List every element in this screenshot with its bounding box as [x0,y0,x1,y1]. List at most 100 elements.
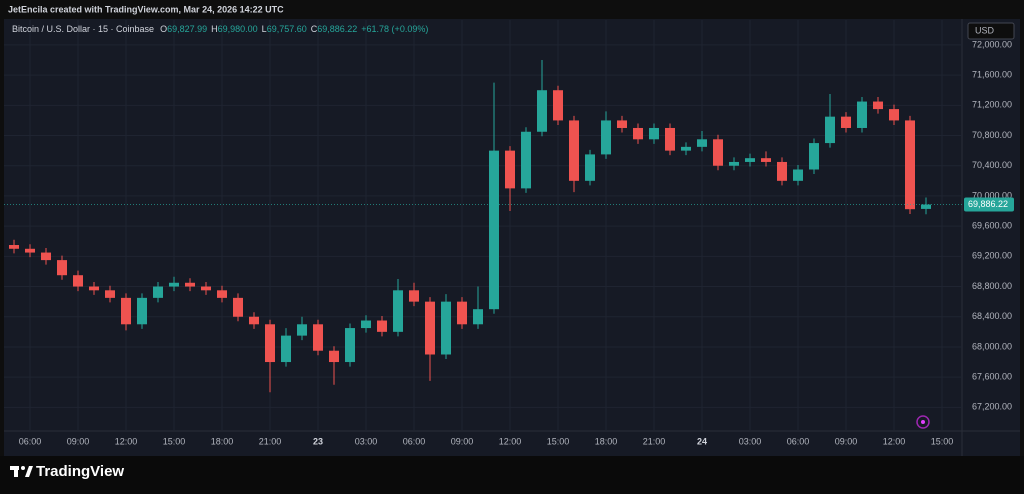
candle-body [601,120,611,155]
candle-body [313,324,323,351]
candle-body [553,90,563,121]
x-tick-label: 03:00 [739,436,762,446]
last-price-tag [964,197,1014,212]
y-tick-label: 68,400.00 [972,311,1012,321]
legend-value: 69,757.60 [267,24,307,34]
candle-body [185,282,195,287]
x-tick-label: 15:00 [547,436,570,446]
candle-body [41,252,51,261]
legend-key: L [262,24,267,34]
candle-body [489,150,499,310]
candle-body [841,116,851,128]
candle-body [265,324,275,363]
candle-body [57,260,67,276]
y-tick-label: 72,000.00 [972,39,1012,49]
y-tick-label: 67,600.00 [972,372,1012,382]
candle-body [905,120,915,210]
candle-body [729,161,739,166]
candle-body [137,297,147,325]
last-price-label: 69,886.22 [968,199,1008,209]
candle-body [697,139,707,147]
y-tick-label: 70,800.00 [972,130,1012,140]
y-tick-label: 68,000.00 [972,341,1012,351]
candle-body [281,335,291,363]
candle-body [857,101,867,128]
candle-body [569,120,579,181]
currency[interactable]: USD [975,25,995,35]
candle-body [345,328,355,363]
y-tick-label: 71,200.00 [972,100,1012,110]
ai-icon[interactable] [916,415,930,429]
candle-body [665,127,675,151]
y-tick-label: 71,600.00 [972,69,1012,79]
x-tick-label: 03:00 [355,436,378,446]
y-tick-label: 68,800.00 [972,281,1012,291]
candle-body [649,127,659,140]
candle-body [633,127,643,140]
x-tick-label: 06:00 [787,436,810,446]
candle-body [761,158,771,162]
x-tick-label: 23 [313,436,323,446]
candle-body [809,143,819,170]
header: JetEncila created with TradingView.com, … [8,4,284,14]
brand-logo-icon [10,466,33,477]
legend-value: 69,980.00 [218,24,258,34]
candles [9,60,931,393]
candle-body [297,324,307,336]
legend-change: +61.78 (+0.09%) [361,24,428,34]
y-tick-label: 70,400.00 [972,160,1012,170]
candle-body [889,109,899,121]
x-tick-label: 09:00 [451,436,474,446]
x-tick-label: 12:00 [883,436,906,446]
candle-body [89,286,99,291]
x-tick-label: 06:00 [19,436,42,446]
candle-body [105,290,115,298]
candle-body [921,204,931,209]
candle-body [217,290,227,298]
legend-value: 69,886.22 [317,24,357,34]
x-tick-label: 12:00 [115,436,138,446]
candle-body [377,320,387,332]
candle-body [153,286,163,298]
x-tick-label: 21:00 [643,436,666,446]
candle-body [233,297,243,317]
y-tick-label: 67,200.00 [972,402,1012,412]
x-tick-label: 21:00 [259,436,282,446]
legend: Bitcoin / U.S. Dollar · 15 · Coinbase O69… [12,24,428,34]
candle-body [169,282,179,287]
x-tick-label: 18:00 [211,436,234,446]
candle-body [505,150,515,189]
candle-body [441,301,451,355]
candle-body [9,245,19,249]
candle-body [873,101,883,110]
x-tick-label: 09:00 [835,436,858,446]
brand: TradingView [36,463,124,480]
candle-body [681,146,691,151]
candle-body [425,301,435,355]
currency-box[interactable] [967,22,1015,40]
candle-body [249,316,259,325]
candle-body [585,154,595,181]
candle-body [745,158,755,162]
candle-body [329,350,339,363]
x-tick-label: 15:00 [163,436,186,446]
candle-body [537,90,547,132]
y-tick-label: 69,600.00 [972,221,1012,231]
candle-body [617,120,627,128]
footer-bar [0,456,1024,494]
candle-body [713,139,723,166]
y-tick-label: 69,200.00 [972,251,1012,261]
x-tick-label: 24 [697,436,707,446]
symbol-title: Bitcoin / U.S. Dollar · 15 · Coinbase [12,24,154,34]
y-tick-label: 70,000.00 [972,190,1012,200]
legend-key: H [211,24,218,34]
legend-value: 69,827.99 [167,24,207,34]
legend-key: C [311,24,318,34]
x-tick-label: 15:00 [931,436,954,446]
candle-body [521,131,531,189]
candle-body [361,320,371,329]
candle-body [457,301,467,325]
candle-body [793,169,803,181]
candle-body [73,275,83,287]
